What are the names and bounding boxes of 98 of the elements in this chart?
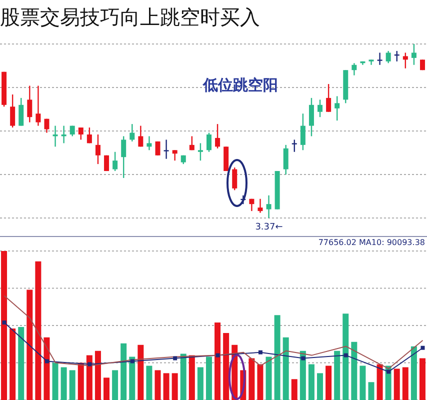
point (216, 353, 220, 358)
candlestick (206, 132, 212, 152)
bar (419, 358, 426, 400)
bar (257, 364, 264, 400)
candlestick (300, 113, 306, 151)
bar (223, 332, 230, 400)
bar (94, 350, 101, 400)
bar (206, 356, 212, 400)
bar (214, 322, 221, 400)
candlestick (249, 198, 254, 212)
bar (368, 382, 374, 400)
candlestick (266, 194, 272, 218)
bar (410, 346, 417, 400)
candlestick (121, 136, 126, 179)
candlestick (292, 139, 297, 152)
candlestick (318, 99, 323, 118)
candlestick (352, 62, 357, 76)
candlestick (146, 136, 152, 151)
bar (300, 350, 306, 400)
bar (120, 343, 127, 400)
candlestick (44, 118, 50, 134)
candlestick (130, 123, 135, 142)
candlestick (36, 85, 41, 126)
point (344, 353, 348, 358)
bar (163, 373, 170, 400)
candlestick (232, 166, 238, 191)
candlestick (411, 44, 416, 66)
candlestick (10, 94, 16, 128)
bar (172, 373, 178, 400)
bar (154, 370, 161, 400)
point (173, 356, 178, 360)
chart-title: 股票交易技巧向上跳空时买入 (0, 4, 260, 31)
bar (138, 344, 144, 400)
bar (308, 364, 314, 400)
bar (351, 342, 358, 400)
candlestick (155, 140, 160, 156)
bar (1, 251, 8, 400)
bar (266, 356, 272, 400)
bar (10, 328, 16, 400)
candlestick (258, 198, 263, 214)
bar (78, 362, 84, 400)
bar (402, 367, 408, 400)
candlestick (215, 123, 220, 149)
bar (376, 364, 383, 400)
point (2, 320, 6, 325)
point (386, 370, 391, 374)
bar (60, 367, 67, 400)
bar (394, 368, 400, 400)
point (258, 350, 262, 354)
candlestick (198, 142, 203, 162)
candlestick (95, 134, 100, 165)
bar (129, 356, 136, 400)
candlestick (86, 126, 92, 144)
bar (180, 354, 186, 400)
point (44, 359, 49, 364)
bar (248, 358, 255, 400)
point (420, 346, 425, 350)
bar (104, 378, 110, 400)
bar (188, 355, 195, 400)
candlestick (283, 144, 288, 176)
candlestick (386, 50, 391, 64)
bar (18, 326, 24, 400)
bar (112, 370, 118, 400)
point (130, 359, 134, 364)
bar (326, 366, 332, 400)
candlestick (189, 136, 194, 151)
point (301, 356, 306, 360)
bar (282, 337, 289, 400)
bar (334, 350, 340, 400)
candlestick (18, 97, 24, 126)
bar (69, 370, 76, 400)
bar (291, 379, 298, 400)
candlestick (112, 151, 118, 172)
bar (274, 315, 280, 400)
annotation: 低位跳空阳 (203, 76, 278, 95)
bar (26, 290, 33, 400)
bar (360, 366, 366, 400)
candlestick (78, 126, 84, 140)
candlestick (164, 139, 169, 160)
candlestick (377, 52, 382, 66)
candlestick (308, 97, 314, 137)
bar (44, 337, 50, 400)
text: 77656.02 MA10: 90093.38 (318, 238, 425, 247)
candlestick (27, 85, 32, 123)
candlestick (402, 52, 408, 69)
candlestick (326, 83, 332, 112)
bar (146, 366, 152, 400)
point (88, 362, 92, 366)
bar (342, 314, 349, 400)
bar (86, 355, 92, 400)
candlestick (172, 150, 178, 162)
bar (317, 373, 324, 400)
candlestick (334, 96, 340, 122)
annotation: 3.37← (255, 222, 284, 232)
bar (197, 367, 204, 400)
bar (52, 362, 58, 400)
candlestick (138, 125, 144, 148)
bar (35, 261, 42, 400)
